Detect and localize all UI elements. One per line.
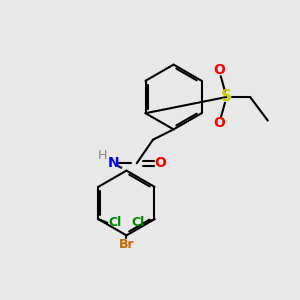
Text: H: H bbox=[98, 149, 108, 162]
Text: N: N bbox=[107, 156, 119, 170]
Text: Br: Br bbox=[118, 238, 134, 251]
Text: O: O bbox=[154, 156, 166, 170]
Text: Cl: Cl bbox=[131, 216, 144, 229]
Text: S: S bbox=[221, 89, 232, 104]
Text: Cl: Cl bbox=[109, 216, 122, 229]
Text: O: O bbox=[213, 116, 225, 130]
Text: O: O bbox=[213, 64, 225, 77]
